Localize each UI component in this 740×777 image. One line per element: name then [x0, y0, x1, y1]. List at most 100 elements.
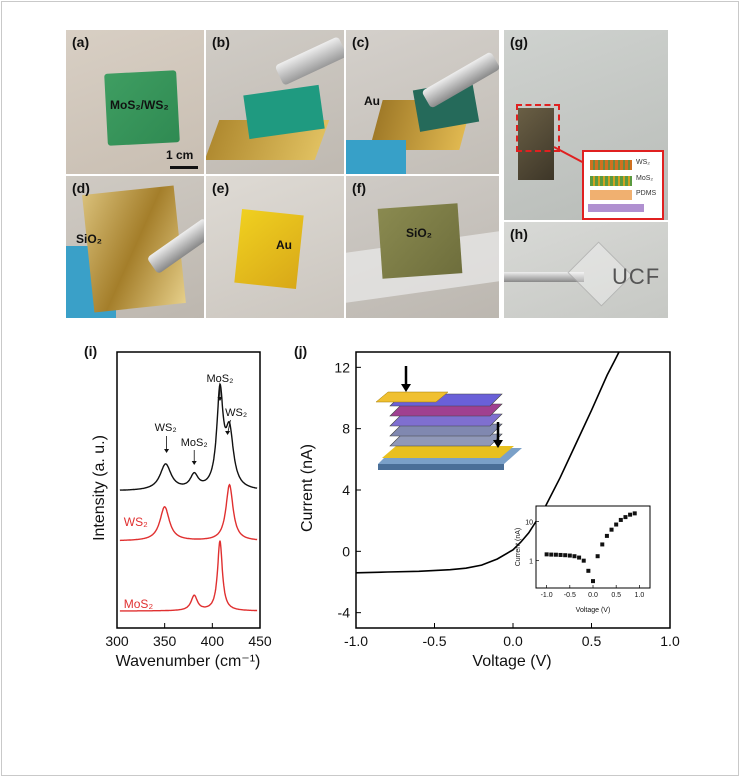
inset-point: [604, 533, 609, 538]
panel-f-photo: (f) SiO₂: [346, 176, 499, 318]
inset-x-tick-label: -1.0: [541, 592, 553, 599]
blue-glove: [346, 140, 406, 174]
inset-point: [558, 552, 563, 557]
inset-point: [567, 553, 572, 558]
y-tick-label: 0: [342, 543, 350, 559]
stack-inset: WS₂ MoS₂ PDMS: [582, 150, 664, 220]
iv-chart: (j) -1.0 -0.5 0.0 0.5 1.0 -4 0 4 8 12 Current (nA…: [294, 343, 680, 670]
y-axis-label: Intensity (a. u.): [91, 435, 108, 541]
inset-y-label: Current (nA): [515, 528, 522, 567]
peak-arrowhead: [191, 461, 197, 465]
inset-point: [628, 512, 633, 517]
series-label-mos2: MoS₂: [124, 597, 154, 611]
inset-point: [549, 552, 554, 557]
inset-point: [632, 511, 637, 516]
peak-arrowhead: [217, 397, 223, 401]
inset-point: [577, 555, 582, 560]
inset-point: [609, 527, 614, 532]
x-tick-label: 400: [201, 633, 225, 649]
x-tick-label: 350: [153, 633, 177, 649]
panel-d-photo: (d) SiO₂: [66, 176, 204, 318]
scale-bar-label: 1 cm: [166, 148, 194, 162]
panel-h-photo: UCF (h): [504, 222, 668, 318]
x-tick-label: 450: [248, 633, 272, 649]
inset-point: [600, 542, 605, 547]
iv-curve: [355, 351, 620, 574]
y-axis-label: Current (nA): [299, 444, 316, 532]
layer-label-mos2: MoS₂: [636, 175, 654, 182]
panel-e-photo: (e) Au: [206, 176, 344, 318]
panel-a-label: (a): [72, 34, 90, 50]
tweezers: [274, 36, 344, 86]
inset-point: [591, 579, 595, 584]
inset-x-tick-label: 1.0: [634, 592, 644, 599]
au-annotation: Au: [364, 94, 380, 108]
inset-point: [544, 552, 549, 557]
panel-e-label: (e): [212, 180, 230, 196]
y-tick-label: 8: [342, 421, 350, 437]
panel-a-photo: (a) MoS₂/WS₂ 1 cm: [66, 30, 204, 174]
panel-f-label: (f): [352, 180, 366, 196]
gold-sample: [234, 208, 304, 290]
panel-j-label: (j): [294, 343, 307, 359]
inset-point: [572, 554, 577, 559]
x-tick-label: 0.0: [503, 633, 523, 649]
sio2-annotation: SiO₂: [76, 232, 103, 246]
layer-label-pdms: PDMS: [636, 190, 657, 197]
layer-label-ws2: WS₂: [636, 159, 650, 166]
inset-x-tick-label: 0.0: [588, 592, 598, 599]
log-inset: -1.0 -0.5 0.0 0.5 1.0 1 10 Current (nA) Voltag…: [515, 505, 651, 614]
tweezers: [504, 272, 584, 282]
panel-h-label: (h): [510, 226, 528, 242]
sample-annotation: MoS₂/WS₂: [110, 98, 169, 112]
peak-arrowhead: [225, 431, 231, 435]
panel-g-photo: WS₂ MoS₂ PDMS (g): [504, 30, 668, 220]
inset-point: [618, 517, 623, 522]
zoom-box: [516, 104, 560, 152]
peak-annotation: WS₂: [225, 407, 247, 419]
inset-point: [586, 568, 591, 573]
au-annotation: Au: [276, 238, 292, 252]
peak-annotation: MoS₂: [181, 437, 208, 449]
scale-bar: [170, 166, 198, 169]
inset-x-tick-label: -0.5: [564, 592, 576, 599]
inset-y-tick-label: 10: [525, 520, 533, 527]
inset-point: [563, 553, 568, 558]
panel-b-label: (b): [212, 34, 230, 50]
ucf-text: UCF: [612, 264, 661, 289]
inset-x-label: Voltage (V): [576, 607, 611, 614]
spectrum-line: [119, 382, 258, 491]
spectrum-line: [119, 483, 258, 542]
inset-point: [614, 522, 619, 527]
plot-frame: [116, 351, 261, 629]
sio2-annotation: SiO₂: [406, 226, 433, 240]
inset-x-tick-label: 0.5: [611, 592, 621, 599]
x-tick-label: 300: [105, 633, 129, 649]
series-label-ws2: WS₂: [124, 515, 148, 529]
panel-c-label: (c): [352, 34, 370, 50]
spectrum-line: [119, 540, 258, 612]
inset-point: [595, 554, 600, 559]
raman-chart: (i) 300 350 400 450 WS₂ MoS₂ WS₂ MoS₂ MoS₂ WS₂ In…: [84, 343, 272, 670]
peak-arrowhead: [164, 449, 170, 453]
zoom-line: [553, 146, 583, 163]
y-tick-label: -4: [338, 605, 351, 621]
device-on-pdms: [518, 108, 554, 180]
x-tick-label: -0.5: [422, 633, 446, 649]
sio2-film: [377, 203, 463, 279]
panel-c-photo: (c) Au: [346, 30, 499, 174]
x-axis-label: Voltage (V): [472, 653, 551, 670]
x-axis-label: Wavenumber (cm⁻¹): [116, 653, 261, 670]
panel-g-label: (g): [510, 34, 528, 50]
panel-d-label: (d): [72, 180, 90, 196]
y-tick-label: 4: [342, 482, 350, 498]
panel-b-photo: (b): [206, 30, 344, 174]
inset-point: [581, 558, 586, 563]
inset-y-tick-label: 1: [529, 559, 533, 566]
inset-point: [553, 552, 558, 557]
y-tick-label: 12: [334, 359, 350, 375]
device-schematic: [375, 366, 522, 470]
peak-annotation: WS₂: [155, 422, 177, 434]
panel-i-label: (i): [84, 343, 97, 359]
